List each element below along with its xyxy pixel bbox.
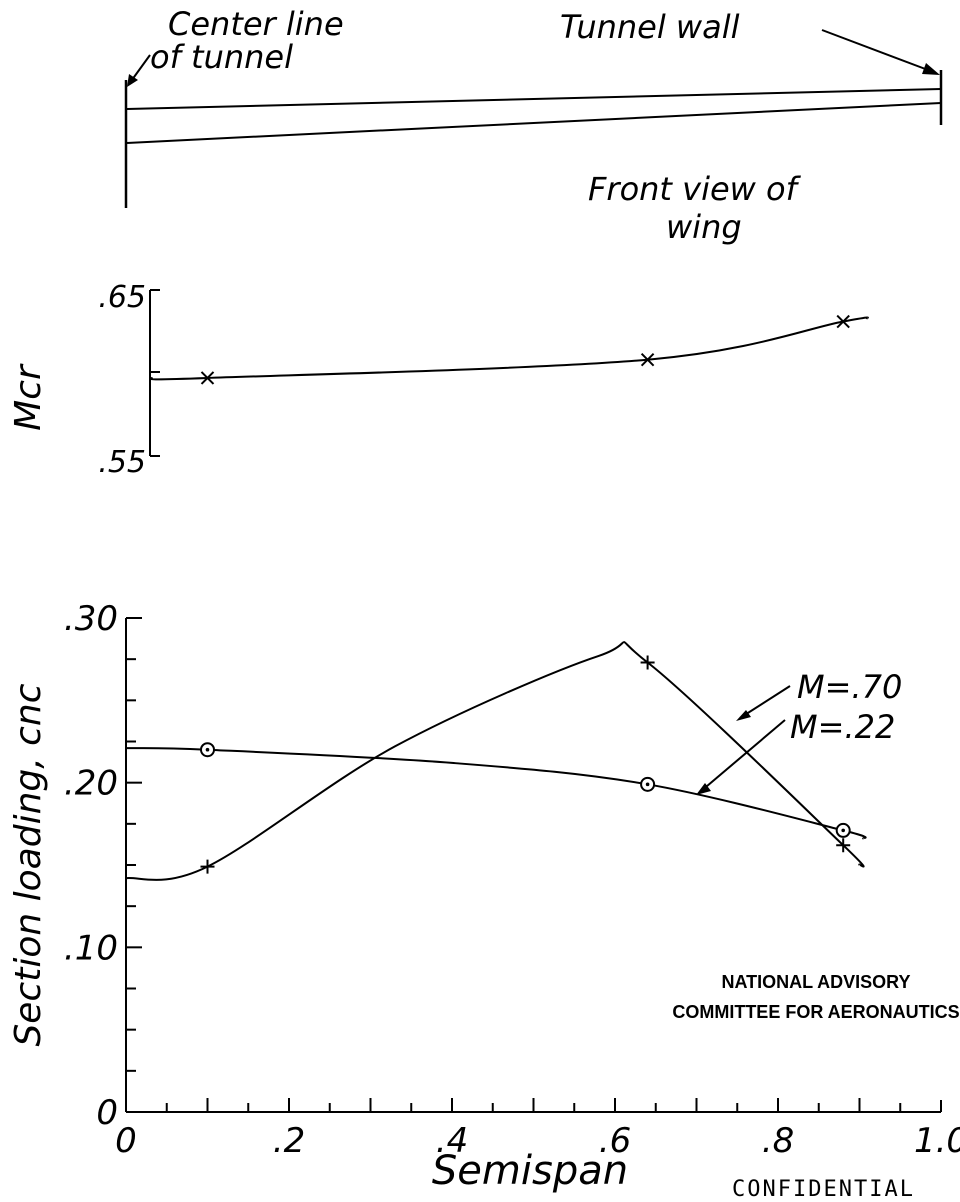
x-tick-label-0: 0: [115, 1121, 137, 1161]
semispan-axis-label: Semispan: [432, 1148, 628, 1194]
naca-stamp: NATIONAL ADVISORY COMMITTEE FOR AERONAUT…: [672, 972, 959, 1022]
wing-label: wing: [666, 208, 742, 246]
mcr-point-1: [640, 353, 655, 367]
m70-arrowhead: [736, 710, 751, 721]
mcr-tick-label-065: .65: [98, 280, 146, 315]
m22-point-dot-0: [205, 747, 210, 752]
legend-m70: M=.70: [797, 668, 902, 706]
wing-upper-surface: [125, 88, 942, 110]
mcr-point-0: [200, 371, 215, 385]
y-tick-label-1: .10: [64, 928, 118, 968]
loading-chart: 0 .2 .4 .6 .8 1.0 0 .10 .20 .30 Section loading, …: [8, 599, 960, 1194]
m70-point-0: [200, 859, 215, 874]
wall-arrow: [821, 29, 937, 74]
x-tick-label-3: .6: [599, 1121, 631, 1161]
x-tick-label-2: .4: [436, 1121, 468, 1161]
wall-arrowhead: [922, 63, 940, 75]
m70-point-2: [836, 838, 851, 853]
m22-point-dot-2: [841, 828, 845, 833]
x-tick-label-5: 1.0: [914, 1121, 960, 1161]
y-tick-label-3: .30: [64, 599, 118, 639]
confidential-label: CONFIDENTIAL: [732, 1177, 915, 1202]
tunnel-wall-label: Tunnel wall: [560, 8, 740, 46]
series-m70-line: [125, 641, 865, 881]
loading-axis-label: Section loading, cnc: [8, 683, 49, 1046]
stamp-line2: COMMITTEE FOR AERONAUTICS: [672, 1002, 959, 1022]
m22-point-dot-1: [645, 782, 650, 787]
mcr-curve: [149, 316, 869, 381]
y-tick-label-0: 0: [96, 1093, 118, 1133]
front-view-label: Front view of: [588, 170, 802, 208]
mcr-tick-label-055: .55: [98, 445, 146, 480]
wing-lower-surface: [125, 102, 942, 144]
x-tick-label-1: .2: [273, 1121, 305, 1161]
wing-front-view: Center line of tunnel Tunnel wall Front …: [124, 5, 943, 246]
m22-point-1: [640, 776, 656, 792]
m22-arrow: [699, 719, 786, 793]
m22-point-0: [200, 742, 215, 758]
mcr-axis-label: Mcr: [8, 363, 49, 431]
mcr-chart: .65 .55 Mcr: [8, 280, 869, 480]
mcr-point-2: [836, 314, 850, 329]
stamp-line1: NATIONAL ADVISORY: [721, 972, 910, 992]
y-tick-label-2: .20: [64, 764, 118, 804]
m22-point-2: [835, 822, 851, 838]
m70-point-1: [640, 655, 655, 670]
series-m22-line: [125, 747, 867, 840]
m70-arrow: [739, 685, 791, 719]
of-tunnel-label: of tunnel: [150, 38, 293, 76]
centerline-arrowhead: [127, 74, 138, 87]
center-line-label: Center line: [168, 5, 344, 43]
legend-m22: M=.22: [790, 708, 895, 746]
m22-arrowhead: [696, 783, 711, 795]
x-tick-label-4: .8: [762, 1121, 794, 1161]
